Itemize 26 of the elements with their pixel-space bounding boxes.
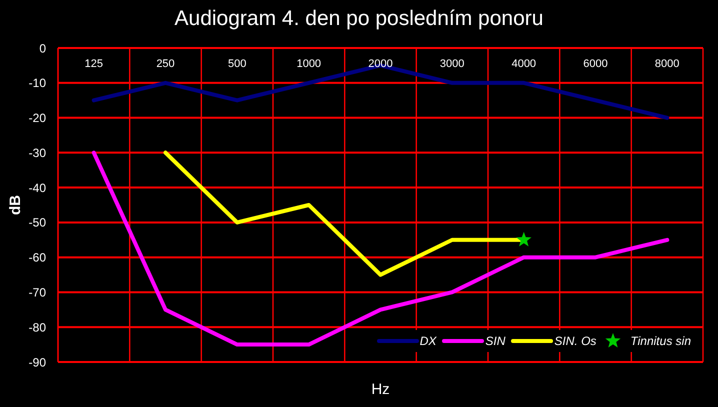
y-tick-label: -50 [28, 216, 46, 230]
x-tick-label: 8000 [654, 58, 680, 70]
legend-label: SIN [485, 334, 506, 348]
y-tick-label: -40 [28, 180, 46, 195]
chart-title: Audiogram 4. den po posledním ponoru [174, 6, 544, 32]
y-axis-title: dB [7, 195, 25, 215]
y-tick-label: -10 [28, 76, 46, 90]
legend-label: SIN. Os [554, 334, 596, 348]
x-tick-label: 125 [84, 58, 104, 70]
x-axis-title: Hz [371, 381, 390, 399]
y-tick-label: -20 [28, 111, 46, 126]
x-tick-label: 4000 [512, 58, 536, 70]
x-tick-label: 6000 [583, 58, 608, 70]
y-tick-label: -90 [28, 355, 46, 370]
x-tick-label: 500 [228, 58, 246, 70]
legend-label: DX [420, 334, 436, 348]
x-tick-label: 2000 [368, 58, 393, 70]
y-tick-label: 0 [39, 41, 46, 56]
y-tick-label: -60 [28, 250, 46, 265]
legend-label: Tinnitus sin [630, 334, 691, 348]
y-tick-label: -30 [28, 146, 46, 160]
x-tick-label: 1000 [296, 58, 322, 70]
x-tick-label: 250 [156, 58, 175, 70]
x-tick-label: 3000 [440, 58, 464, 70]
y-tick-label: -70 [28, 285, 46, 300]
y-tick-label: -80 [28, 320, 46, 334]
